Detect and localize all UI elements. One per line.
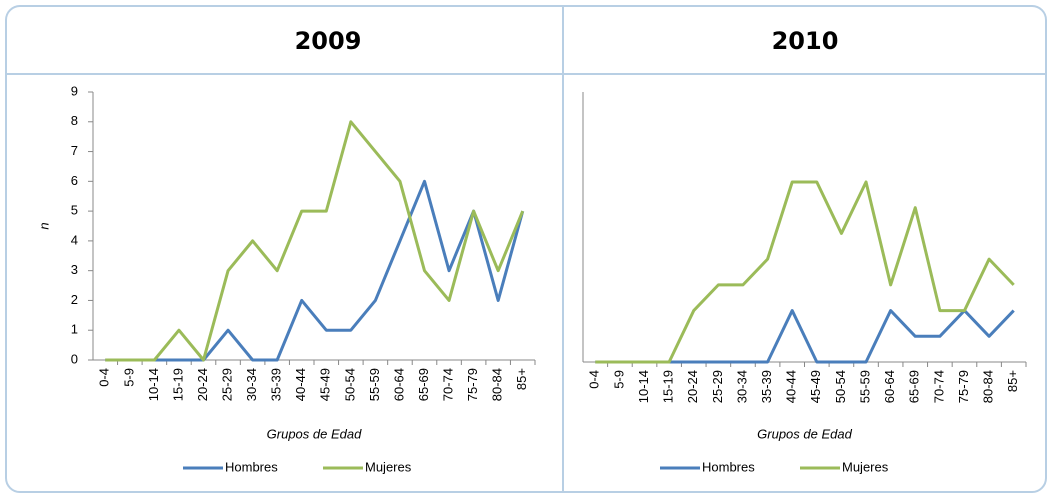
- x-tick-label: 65-69: [907, 370, 922, 403]
- y-tick-label: 1: [71, 322, 78, 337]
- x-tick-label: 45-49: [318, 368, 333, 401]
- y-tick-label: 5: [71, 203, 78, 218]
- x-tick-label: 20-24: [195, 368, 210, 401]
- x-tick-label: 15-19: [170, 368, 185, 401]
- y-axis-label: n: [36, 222, 51, 229]
- series-line: [105, 120, 525, 362]
- x-tick-label: 15-19: [661, 370, 676, 403]
- x-tick-label: 0-4: [97, 368, 112, 387]
- x-tick-label: 35-39: [759, 370, 774, 403]
- x-tick-label: 40-44: [784, 370, 799, 403]
- x-tick-label: 10-14: [636, 370, 651, 403]
- x-axis-label: Grupos de Edad: [267, 426, 362, 441]
- x-tick-label: 30-34: [244, 368, 259, 401]
- x-tick-label: 45-49: [808, 370, 823, 403]
- frame: [5, 5, 1047, 493]
- x-tick-label: 5-9: [121, 368, 136, 387]
- x-tick-label: 50-54: [342, 368, 357, 401]
- x-tick-label: 30-34: [734, 370, 749, 403]
- x-tick-label: 60-64: [391, 368, 406, 401]
- y-tick-label: 8: [71, 113, 78, 128]
- chart-title: 2009: [295, 27, 362, 55]
- y-tick-label: 0: [71, 351, 78, 366]
- y-tick-label: 4: [71, 232, 78, 247]
- x-tick-label: 55-59: [857, 370, 872, 403]
- y-tick-label: 9: [71, 83, 78, 98]
- x-tick-label: 75-79: [956, 370, 971, 403]
- chart-title: 2010: [772, 27, 839, 55]
- x-tick-label: 85+: [1005, 370, 1020, 392]
- legend-label: Mujeres: [842, 459, 889, 474]
- x-tick-label: 50-54: [833, 370, 848, 403]
- x-tick-label: 65-69: [416, 368, 431, 401]
- x-tick-label: 35-39: [269, 368, 284, 401]
- x-tick-label: 85+: [514, 368, 529, 390]
- x-tick-label: 60-64: [882, 370, 897, 403]
- legend-label: Mujeres: [365, 459, 412, 474]
- x-axis-label: Grupos de Edad: [757, 426, 852, 441]
- y-tick-label: 2: [71, 292, 78, 307]
- y-tick-label: 7: [71, 143, 78, 158]
- series-line: [105, 179, 525, 362]
- series-line: [595, 180, 1015, 364]
- x-tick-label: 0-4: [587, 370, 602, 389]
- x-tick-label: 10-14: [146, 368, 161, 401]
- x-tick-label: 55-59: [367, 368, 382, 401]
- x-tick-label: 70-74: [440, 368, 455, 401]
- x-tick-label: 5-9: [611, 370, 626, 389]
- x-tick-label: 70-74: [931, 370, 946, 403]
- legend-label: Hombres: [225, 459, 278, 474]
- x-tick-label: 25-29: [710, 370, 725, 403]
- x-tick-label: 25-29: [219, 368, 234, 401]
- x-tick-label: 80-84: [490, 368, 505, 401]
- x-tick-label: 75-79: [465, 368, 480, 401]
- x-tick-label: 80-84: [981, 370, 996, 403]
- x-tick-label: 40-44: [293, 368, 308, 401]
- x-tick-label: 20-24: [685, 370, 700, 403]
- legend-label: Hombres: [702, 459, 755, 474]
- y-tick-label: 6: [71, 173, 78, 188]
- y-tick-label: 3: [71, 262, 78, 277]
